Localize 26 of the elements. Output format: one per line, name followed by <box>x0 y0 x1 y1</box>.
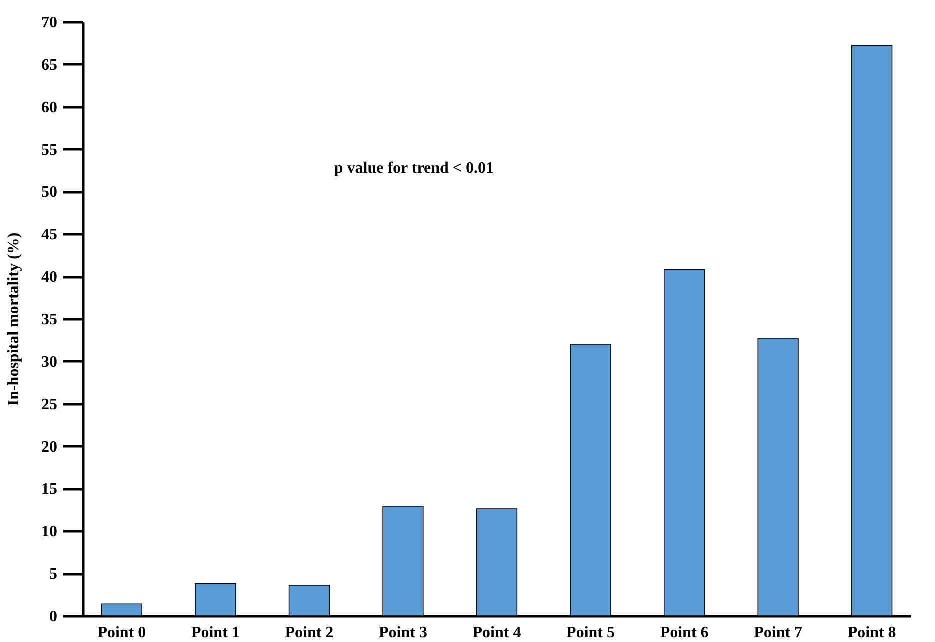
x-tick-label: Point 2 <box>285 624 334 642</box>
y-tick-label: 45 <box>42 226 58 244</box>
y-tick-label: 65 <box>42 56 58 74</box>
x-tick-label: Point 8 <box>848 624 896 642</box>
y-tick-label: 70 <box>42 14 58 32</box>
x-tick-label: Point 3 <box>379 624 428 642</box>
x-tick-label: Point 5 <box>566 624 615 642</box>
x-tick-label: Point 4 <box>472 624 522 642</box>
x-tick-label: Point 6 <box>660 624 709 642</box>
y-tick-label: 50 <box>42 184 58 202</box>
y-axis-title: In-hospital mortality (%) <box>6 232 22 406</box>
x-tick-label: Point 1 <box>191 624 240 642</box>
y-tick-label: 10 <box>42 524 58 541</box>
y-tick-label: 15 <box>42 481 58 498</box>
annotation: p value for trend < 0.01 <box>334 160 494 177</box>
y-tick-label: 0 <box>50 608 58 626</box>
y-tick-label: 40 <box>42 269 58 286</box>
y-tick-label: 5 <box>50 566 58 584</box>
y-tick-label: 30 <box>42 354 58 371</box>
y-tick-label: 35 <box>42 312 58 328</box>
x-tick-label: Point 7 <box>754 624 803 642</box>
y-tick-label: 20 <box>42 438 58 456</box>
y-tick-label: 55 <box>42 142 58 159</box>
x-tick-label: Point 0 <box>98 624 146 642</box>
y-tick-label: 25 <box>42 396 58 414</box>
y-tick-label: 60 <box>42 99 58 116</box>
